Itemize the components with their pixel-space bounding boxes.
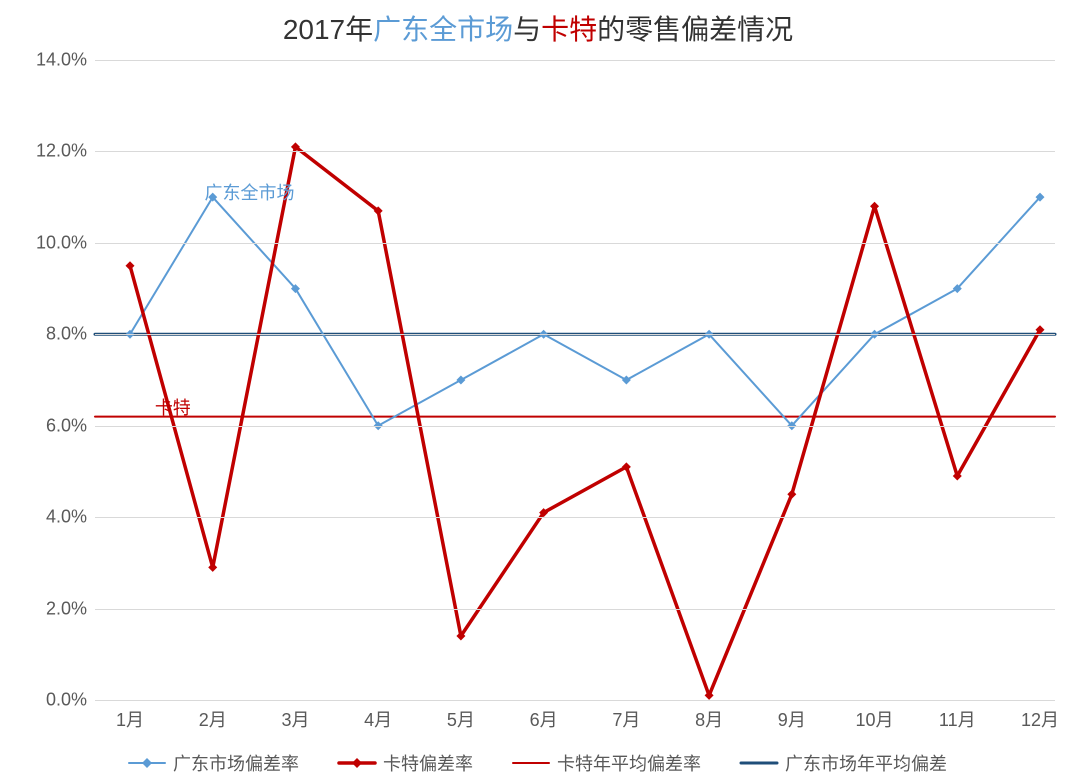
legend-label: 卡特年平均偏差率 xyxy=(557,750,701,776)
plot-area: 0.0%2.0%4.0%6.0%8.0%10.0%12.0%14.0%1月2月3… xyxy=(95,60,1055,700)
chart-container: 2017年广东全市场与卡特的零售偏差情况 0.0%2.0%4.0%6.0%8.0… xyxy=(0,0,1076,780)
x-axis-label: 11月 xyxy=(939,706,976,732)
y-axis-label: 14.0% xyxy=(36,50,87,71)
y-axis-label: 4.0% xyxy=(46,507,87,528)
title-suffix: 的零售偏差情况 xyxy=(597,14,793,45)
y-axis-label: 6.0% xyxy=(46,415,87,436)
y-axis-label: 8.0% xyxy=(46,324,87,345)
y-axis-label: 10.0% xyxy=(36,232,87,253)
x-axis-label: 1月 xyxy=(116,706,144,732)
gridline xyxy=(95,243,1055,244)
title-prefix: 2017年 xyxy=(283,14,373,45)
gridline xyxy=(95,334,1055,335)
x-axis-label: 2月 xyxy=(199,706,227,732)
y-axis-label: 0.0% xyxy=(46,690,87,711)
kate-marker xyxy=(126,261,135,270)
chart-title: 2017年广东全市场与卡特的零售偏差情况 xyxy=(0,8,1076,48)
legend-swatch xyxy=(741,756,777,770)
legend: 广东市场偏差率 卡特偏差率 卡特年平均偏差率 广东市场年平均偏差 xyxy=(0,750,1076,776)
x-axis-label: 8月 xyxy=(695,706,723,732)
x-axis-label: 6月 xyxy=(530,706,558,732)
legend-item-kate: 卡特偏差率 xyxy=(339,750,473,776)
gridline xyxy=(95,60,1055,61)
x-axis-label: 10月 xyxy=(856,706,894,732)
x-axis-label: 5月 xyxy=(447,706,475,732)
legend-label: 卡特偏差率 xyxy=(383,750,473,776)
legend-label: 广东市场年平均偏差 xyxy=(785,750,947,776)
gd-market-marker xyxy=(622,376,631,385)
chart-svg xyxy=(95,60,1055,700)
x-axis-label: 3月 xyxy=(281,706,309,732)
gd-market-line xyxy=(130,197,1040,426)
legend-swatch xyxy=(129,756,165,770)
legend-item-gd_avg: 广东市场年平均偏差 xyxy=(741,750,947,776)
title-blue: 广东全市场 xyxy=(373,14,513,45)
gridline xyxy=(95,517,1055,518)
x-axis-label: 4月 xyxy=(364,706,392,732)
x-axis-label: 9月 xyxy=(778,706,806,732)
title-red: 卡特 xyxy=(541,14,597,45)
gridline xyxy=(95,151,1055,152)
legend-item-gd_market: 广东市场偏差率 xyxy=(129,750,299,776)
legend-swatch xyxy=(513,756,549,770)
gridline xyxy=(95,609,1055,610)
gd-market-marker xyxy=(456,376,465,385)
gridline xyxy=(95,700,1055,701)
gridline xyxy=(95,426,1055,427)
y-axis-label: 2.0% xyxy=(46,598,87,619)
kate-marker xyxy=(870,202,879,211)
title-mid: 与 xyxy=(513,14,541,45)
kate-line xyxy=(130,147,1040,696)
kate-inline-label: 卡特 xyxy=(155,394,191,420)
x-axis-label: 7月 xyxy=(612,706,640,732)
legend-swatch xyxy=(339,756,375,770)
kate-marker xyxy=(208,563,217,572)
legend-item-kate_avg: 卡特年平均偏差率 xyxy=(513,750,701,776)
legend-label: 广东市场偏差率 xyxy=(173,750,299,776)
x-axis-label: 12月 xyxy=(1021,706,1059,732)
gd_market-inline-label: 广东全市场 xyxy=(204,179,294,205)
y-axis-label: 12.0% xyxy=(36,141,87,162)
